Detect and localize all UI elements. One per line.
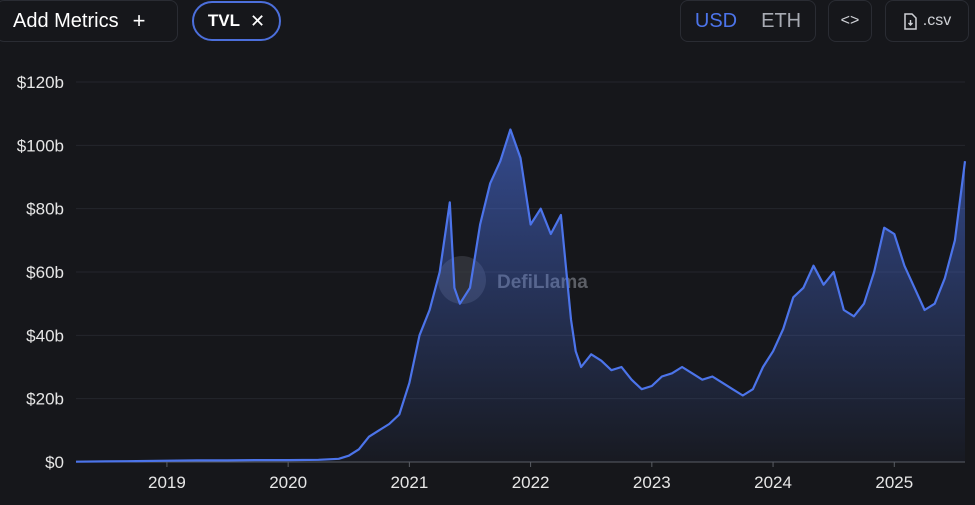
x-tick-label: 2022: [512, 473, 550, 492]
file-download-icon: [904, 12, 917, 30]
y-tick-label: $100b: [17, 136, 64, 155]
x-tick-label: 2024: [754, 473, 792, 492]
tvl-metric-chip[interactable]: TVL ✕: [192, 1, 281, 41]
currency-option-usd[interactable]: USD: [694, 9, 738, 32]
x-tick-label: 2021: [390, 473, 428, 492]
x-tick-label: 2019: [148, 473, 186, 492]
y-tick-label: $20b: [26, 390, 64, 409]
plus-icon: +: [132, 8, 146, 33]
y-tick-label: $120b: [17, 73, 64, 92]
y-tick-label: $80b: [26, 200, 64, 219]
y-axis: $0 $20b $40b $60b $80b $100b $120b: [17, 73, 64, 472]
tvl-series-line: [75, 128, 967, 463]
close-icon[interactable]: ✕: [250, 10, 266, 31]
x-tick-label: 2025: [875, 473, 913, 492]
y-tick-label: $40b: [26, 326, 64, 345]
x-tick-label: 2020: [269, 473, 307, 492]
csv-label: .csv: [922, 12, 952, 29]
y-tick-label: $60b: [26, 263, 64, 282]
code-icon: <>: [840, 12, 860, 29]
y-tick-label: $0: [45, 453, 64, 472]
x-tick-label: 2023: [633, 473, 671, 492]
currency-option-eth[interactable]: ETH: [761, 9, 802, 32]
download-csv-button[interactable]: .csv: [885, 0, 969, 42]
add-metrics-label: Add Metrics: [13, 9, 119, 32]
currency-toggle: USD ETH: [680, 0, 816, 42]
embed-button[interactable]: <>: [828, 0, 872, 42]
tvl-chip-label: TVL: [207, 11, 240, 30]
x-axis: 2019 2020 2021 2022 2023 2024 2025: [76, 461, 965, 492]
add-metrics-button[interactable]: Add Metrics +: [0, 0, 178, 42]
tvl-area: [76, 129, 965, 462]
